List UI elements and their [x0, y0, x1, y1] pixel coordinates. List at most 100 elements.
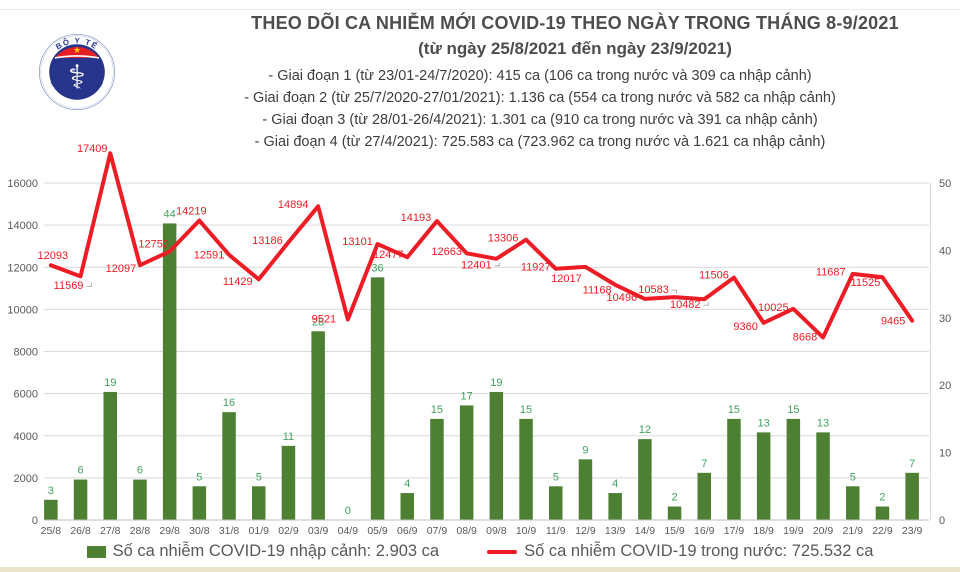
x-axis-label-13/9: 13/9 — [605, 525, 626, 537]
note-phase-2: - Giai đoạn 2 (từ 25/7/2020-27/01/2021):… — [244, 90, 836, 106]
bar-label-07/9: 15 — [431, 404, 443, 416]
line-label-10/9: 13306 — [488, 233, 519, 245]
bar-22/9 — [875, 506, 890, 520]
bar-label-21/9: 5 — [850, 471, 856, 483]
bar-16/9 — [697, 472, 711, 520]
x-axis-label-04/9: 04/9 — [338, 525, 359, 537]
line-label-08/9: 12663 — [431, 246, 462, 258]
bar-14/9 — [638, 439, 652, 520]
line-label-15/9: 10583 — [638, 284, 669, 296]
line-label-03/9: 14894 — [278, 199, 309, 211]
line-label-29/8: 12752 — [138, 238, 169, 250]
line-label-06/9: 12477 — [373, 249, 404, 261]
y-axis-left-tick: 0 — [32, 515, 38, 527]
bar-label-04/9: 0 — [345, 505, 351, 517]
bar-13/9 — [608, 493, 622, 520]
bar-20/9 — [816, 432, 830, 520]
line-label-07/9: 14193 — [401, 212, 432, 224]
line-label-17/9: 11506 — [699, 270, 729, 282]
bar-label-14/9: 12 — [639, 424, 651, 436]
line-label-01/9: 11429 — [223, 276, 253, 288]
bar-label-26/8: 6 — [77, 465, 83, 477]
x-axis-label-25/8: 25/8 — [41, 525, 62, 537]
bar-label-06/9: 4 — [404, 478, 410, 490]
bar-label-05/9: 36 — [371, 262, 383, 274]
x-axis-label-19/9: 19/9 — [783, 525, 804, 537]
bar-06/9 — [400, 493, 414, 520]
phase-notes: - Giai đoạn 1 (từ 23/01-24/7/2020): 415 … — [125, 65, 955, 153]
y-axis-left-tick: 16000 — [7, 178, 38, 190]
bar-label-18/9: 13 — [758, 417, 770, 429]
y-axis-left-tick: 6000 — [14, 389, 38, 401]
chart-legend: Số ca nhiễm COVID-19 nhập cảnh: 2.903 ca… — [0, 542, 960, 561]
x-axis-label-07/9: 07/9 — [427, 525, 448, 537]
label-connector — [703, 302, 709, 306]
line-label-25/8: 12093 — [38, 250, 69, 262]
x-axis-label-03/9: 03/9 — [308, 525, 329, 537]
line-label-19/9: 10025 — [758, 302, 789, 314]
line-label-22/9: 11525 — [851, 277, 881, 289]
line-label-16/9: 10482 — [670, 299, 701, 311]
bar-label-13/9: 4 — [612, 478, 618, 490]
line-label-13/9: 11168 — [583, 285, 612, 297]
x-axis-label-26/8: 26/8 — [70, 525, 91, 537]
bar-01/9 — [252, 486, 266, 520]
title-block: THEO DÕI CA NHIỄM MỚI COVID-19 THEO NGÀY… — [195, 10, 955, 61]
bar-17/9 — [727, 418, 741, 520]
line-label-28/8: 12097 — [106, 263, 137, 275]
bar-12/9 — [578, 459, 593, 520]
bar-31/8 — [222, 412, 236, 520]
bar-02/9 — [281, 445, 296, 520]
x-axis-label-02/9: 02/9 — [278, 525, 299, 537]
bar-label-01/9: 5 — [256, 471, 262, 483]
y-axis-left-tick: 10000 — [7, 304, 38, 316]
bar-27/8 — [103, 391, 117, 520]
x-axis-label-15/9: 15/9 — [664, 525, 685, 537]
bar-25/8 — [44, 499, 58, 520]
bar-19/9 — [786, 418, 801, 520]
x-axis-label-31/8: 31/8 — [219, 525, 240, 537]
x-axis-label-05/9: 05/9 — [367, 525, 388, 537]
y-axis-left-tick: 8000 — [14, 347, 38, 359]
y-axis-left-tick: 14000 — [7, 220, 38, 232]
bar-11/9 — [549, 486, 563, 520]
ministry-of-health-logo: BỘ Y TẾ MINISTRY OF HEALTH ★ ⚕ — [38, 33, 116, 111]
bar-label-30/8: 5 — [196, 471, 202, 483]
bar-21/9 — [846, 486, 860, 520]
bar-label-08/9: 17 — [461, 390, 473, 402]
x-axis-label-06/9: 06/9 — [397, 525, 418, 537]
bar-label-28/8: 6 — [137, 465, 143, 477]
bar-30/8 — [192, 486, 207, 520]
x-axis-label-21/9: 21/9 — [843, 525, 864, 537]
x-axis-label-11/9: 11/9 — [546, 525, 566, 537]
x-axis-label-16/9: 16/9 — [694, 525, 715, 537]
bar-label-10/9: 15 — [520, 404, 532, 416]
line-label-23/9: 9465 — [881, 316, 905, 328]
legend-item-imported: Số ca nhiễm COVID-19 nhập cảnh: 2.903 ca — [86, 542, 439, 561]
domestic-cases-line — [48, 151, 915, 340]
x-axis-label-18/9: 18/9 — [753, 525, 774, 537]
bar-label-15/9: 2 — [671, 492, 677, 504]
bar-label-12/9: 9 — [582, 444, 588, 456]
page-subtitle: (từ ngày 25/8/2021 đến ngày 23/9/2021) — [418, 39, 732, 58]
y-axis-left-tick: 12000 — [7, 262, 38, 274]
x-axis-label-22/9: 22/9 — [872, 525, 893, 537]
y-axis-right-tick: 20 — [939, 380, 951, 392]
logo-star-icon: ★ — [73, 45, 81, 55]
y-axis-right-tick: 10 — [939, 448, 951, 460]
bar-label-17/9: 15 — [728, 404, 740, 416]
x-axis-label-17/9: 17/9 — [724, 525, 745, 537]
bar-10/9 — [519, 418, 533, 520]
note-phase-1: - Giai đoạn 1 (từ 23/01-24/7/2020): 415 … — [268, 68, 812, 84]
line-label-30/8: 14219 — [176, 205, 207, 217]
label-connector — [86, 283, 93, 287]
y-axis-right-tick: 30 — [939, 313, 951, 325]
x-axis-label-30/8: 30/8 — [189, 525, 210, 537]
line-label-12/9: 12017 — [551, 273, 582, 285]
top-border-line — [0, 9, 960, 10]
bar-26/8 — [73, 479, 88, 520]
note-phase-3: - Giai đoạn 3 (từ 28/01-26/4/2021): 1.30… — [262, 112, 818, 128]
bar-label-16/9: 7 — [701, 458, 707, 470]
